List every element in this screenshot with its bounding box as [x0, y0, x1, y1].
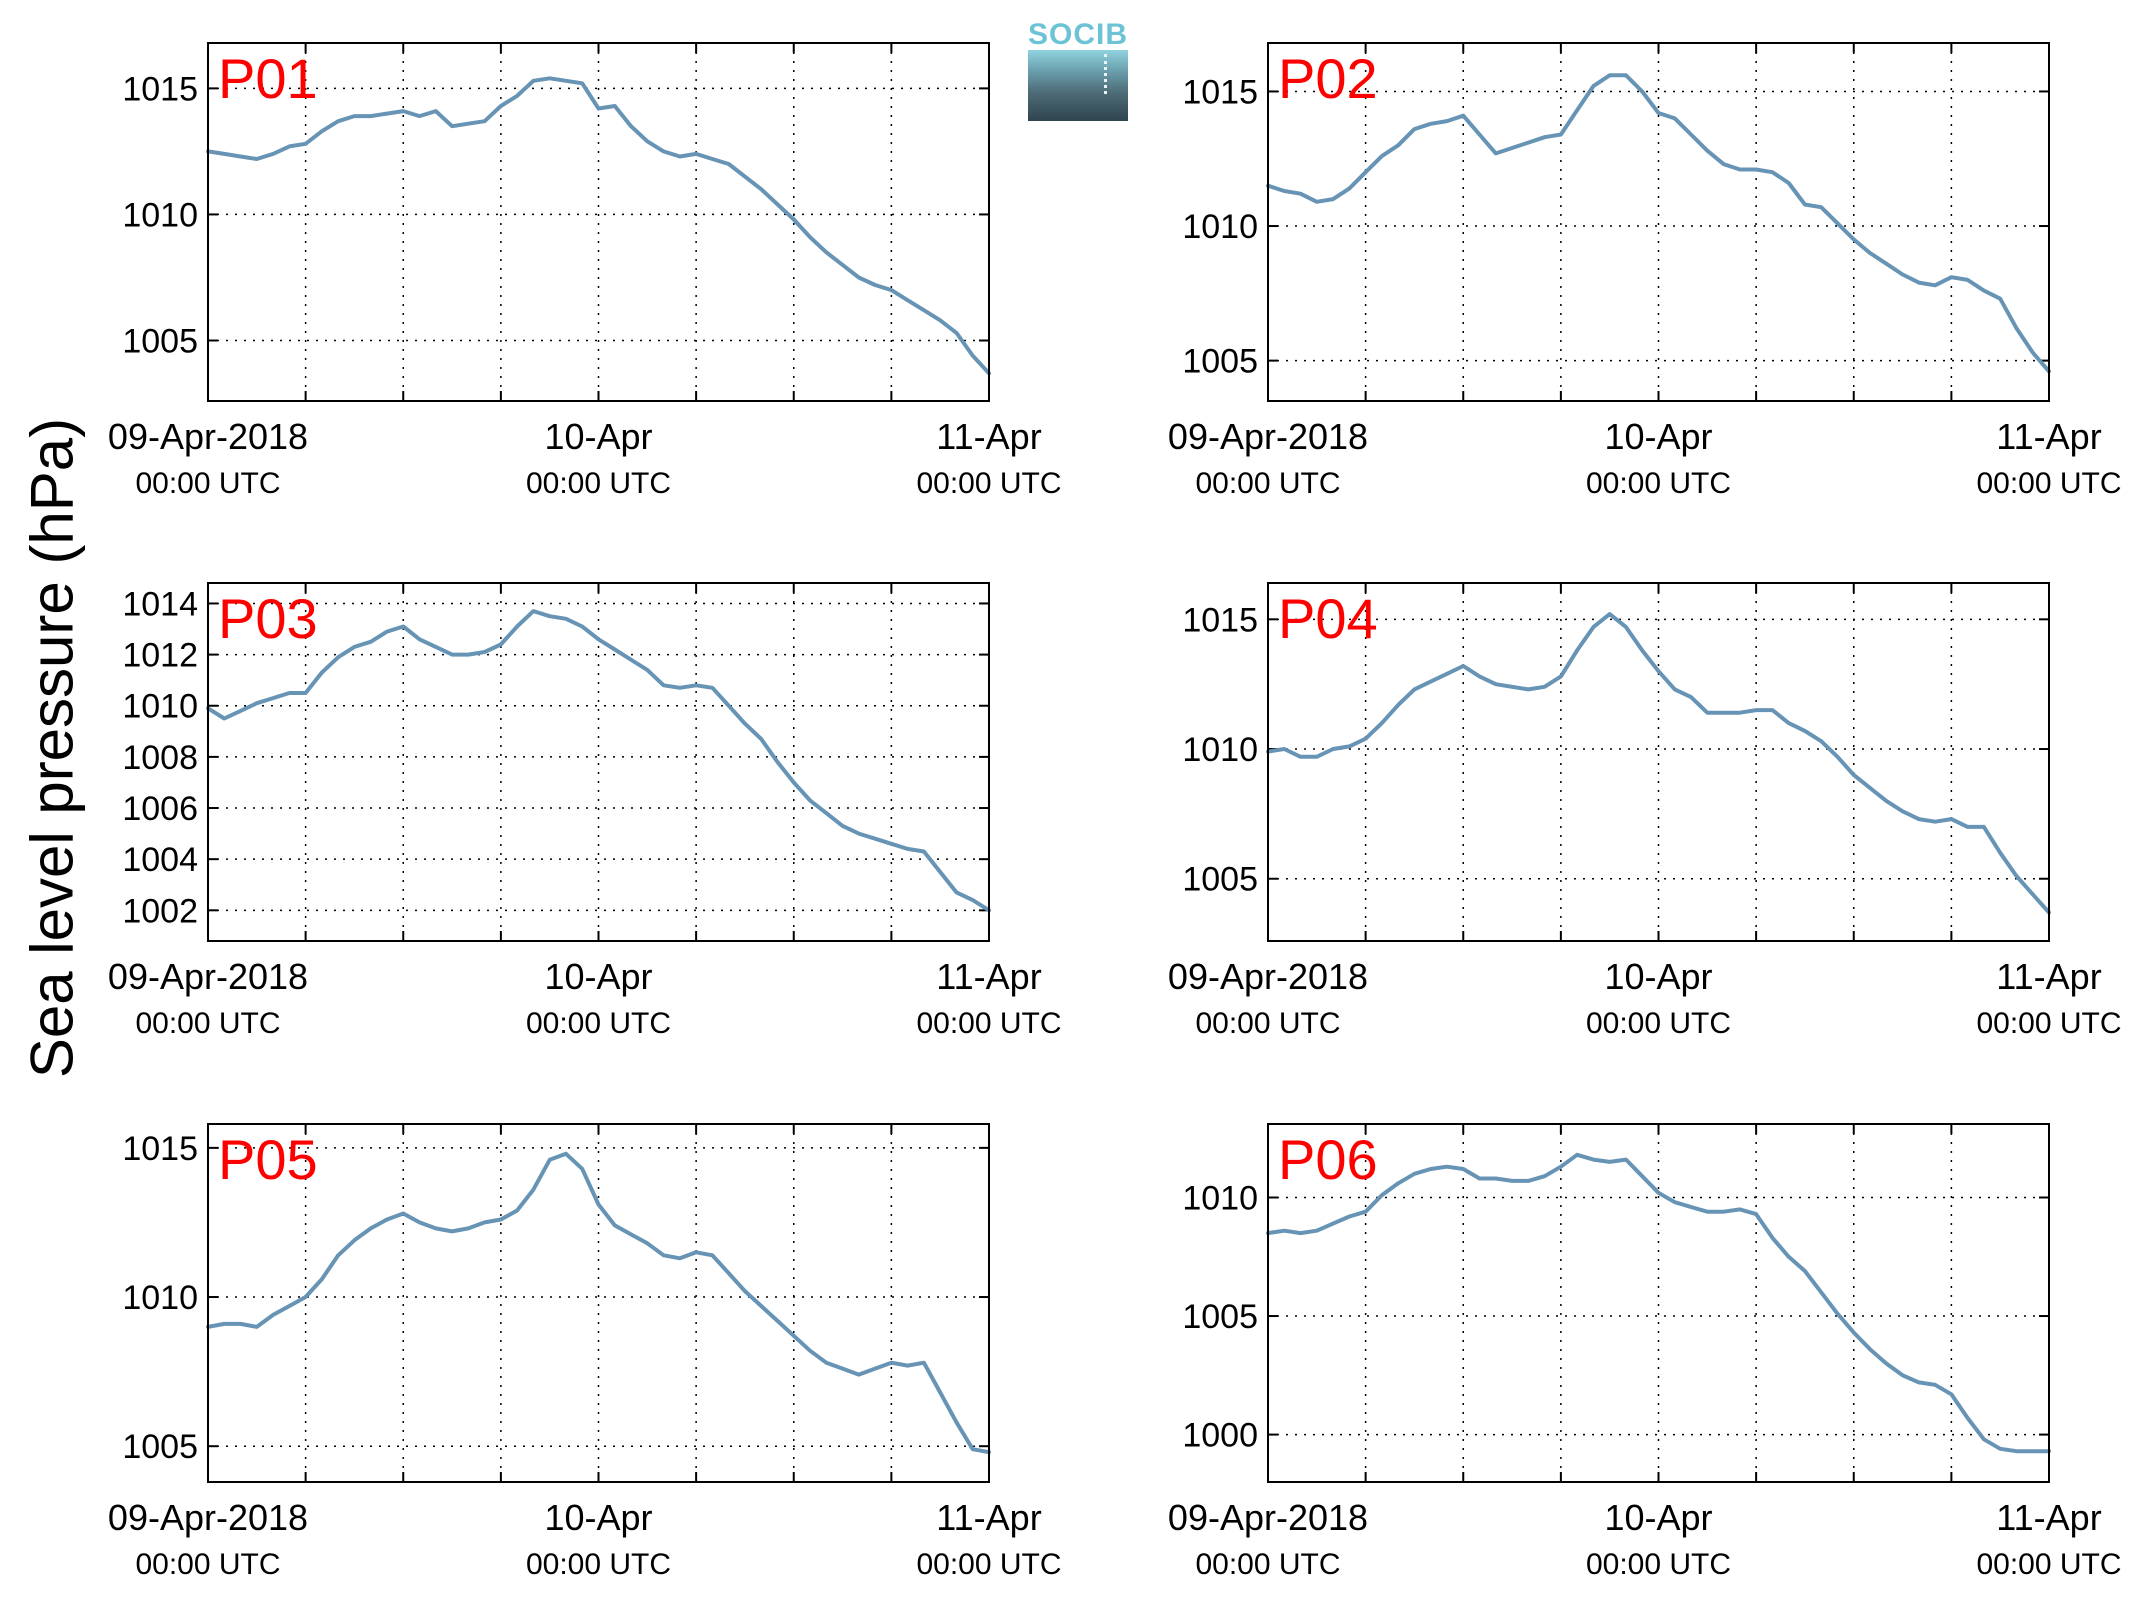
series-line — [1266, 73, 2051, 374]
x-tick-sublabel: 00:00 UTC — [1586, 1548, 1731, 1581]
y-tick-label: 1004 — [122, 841, 198, 879]
x-tick-sublabel: 00:00 UTC — [916, 1548, 1061, 1581]
socib-logo-text: SOCIB — [1028, 18, 1129, 51]
axes-frame — [207, 42, 990, 402]
x-tick-sublabel: 00:00 UTC — [916, 467, 1061, 500]
plot-area — [208, 583, 989, 941]
axes-frame — [207, 1123, 990, 1483]
x-tick-sublabel: 00:00 UTC — [1586, 467, 1731, 500]
x-tick-sublabel: 00:00 UTC — [1976, 1007, 2121, 1040]
y-tick-label: 1015 — [122, 1130, 198, 1168]
x-tick-sublabel: 00:00 UTC — [526, 1007, 671, 1040]
panel-p04: 1005 1010 1015 09-Apr-2018 00:00 UTC 10-Apr 00… — [1168, 582, 2122, 1040]
y-tick-label: 1015 — [1182, 601, 1258, 639]
station-label: P06 — [1278, 1128, 1378, 1191]
x-tick-label: 09-Apr-2018 — [1168, 1497, 1368, 1538]
x-tick-label: 09-Apr-2018 — [1168, 956, 1368, 997]
y-tick-label: 1010 — [122, 688, 198, 726]
plot-area — [1268, 583, 2049, 941]
y-tick-label: 1008 — [122, 739, 198, 777]
x-tick-label: 09-Apr-2018 — [108, 956, 308, 997]
socib-logo-dots — [1104, 54, 1107, 94]
y-tick-label: 1005 — [122, 1428, 198, 1466]
panel-p02: 1005 1010 1015 09-Apr-2018 00:00 UTC 10-Apr 00… — [1168, 42, 2122, 500]
panel-p03: 1002 1004 1006 1008 1010 1012 1014 09-Apr-2018 0… — [108, 582, 1062, 1040]
panel-p06: 1000 1005 1010 09-Apr-2018 00:00 UTC 10-Apr 00… — [1168, 1123, 2122, 1581]
y-tick-label: 1014 — [122, 585, 198, 623]
axes-frame — [1267, 42, 2050, 402]
shared-y-axis-label: Sea level pressure (hPa) — [18, 417, 86, 1079]
y-tick-label: 1010 — [122, 1279, 198, 1317]
panel-p01: 1005 1010 1015 09-Apr-2018 00:00 UTC 10-Apr 00… — [108, 42, 1062, 500]
station-label: P05 — [218, 1128, 318, 1191]
station-label: P01 — [218, 47, 318, 110]
axes-frame — [207, 582, 990, 942]
plot-area — [208, 43, 989, 401]
y-tick-label: 1010 — [1182, 1179, 1258, 1217]
x-tick-sublabel: 00:00 UTC — [135, 1007, 280, 1040]
x-tick-label: 10-Apr — [544, 1497, 652, 1538]
y-tick-label: 1000 — [1182, 1417, 1258, 1455]
x-tick-label: 11-Apr — [1996, 416, 2101, 457]
axes-frame — [1267, 582, 2050, 942]
y-tick-label: 1006 — [122, 790, 198, 828]
socib-logo: SOCIB — [1028, 20, 1128, 121]
station-label: P02 — [1278, 47, 1378, 110]
axes-frame — [1267, 1123, 2050, 1483]
x-tick-label: 10-Apr — [1604, 1497, 1712, 1538]
x-tick-label: 11-Apr — [936, 956, 1041, 997]
x-tick-label: 09-Apr-2018 — [108, 416, 308, 457]
x-tick-label: 10-Apr — [1604, 956, 1712, 997]
station-label: P04 — [1278, 587, 1378, 650]
x-tick-label: 10-Apr — [1604, 416, 1712, 457]
station-label: P03 — [218, 587, 318, 650]
x-tick-label: 10-Apr — [544, 956, 652, 997]
x-tick-label: 11-Apr — [1996, 956, 2101, 997]
x-tick-label: 11-Apr — [936, 1497, 1041, 1538]
series-line — [1266, 1152, 2051, 1454]
x-tick-sublabel: 00:00 UTC — [1195, 1548, 1340, 1581]
series-line — [206, 609, 991, 913]
x-tick-label: 10-Apr — [544, 416, 652, 457]
socib-logo-graphic — [1028, 50, 1128, 121]
x-tick-label: 09-Apr-2018 — [1168, 416, 1368, 457]
y-tick-label: 1005 — [1182, 1298, 1258, 1336]
plot-area — [1268, 43, 2049, 401]
series-line — [1266, 612, 2051, 915]
y-tick-label: 1005 — [122, 322, 198, 360]
x-tick-sublabel: 00:00 UTC — [526, 467, 671, 500]
x-tick-sublabel: 00:00 UTC — [916, 1007, 1061, 1040]
y-tick-label: 1010 — [122, 196, 198, 234]
plot-area — [1268, 1124, 2049, 1482]
series-line — [206, 1151, 991, 1455]
y-tick-label: 1010 — [1182, 208, 1258, 246]
x-tick-label: 11-Apr — [1996, 1497, 2101, 1538]
x-tick-sublabel: 00:00 UTC — [1195, 1007, 1340, 1040]
y-tick-label: 1010 — [1182, 731, 1258, 769]
x-tick-sublabel: 00:00 UTC — [135, 1548, 280, 1581]
x-tick-sublabel: 00:00 UTC — [1195, 467, 1340, 500]
y-tick-label: 1015 — [1182, 73, 1258, 111]
series-line — [206, 76, 991, 376]
x-tick-sublabel: 00:00 UTC — [1976, 467, 2121, 500]
x-tick-sublabel: 00:00 UTC — [1976, 1548, 2121, 1581]
plot-area — [208, 1124, 989, 1482]
y-tick-label: 1015 — [122, 70, 198, 108]
x-tick-sublabel: 00:00 UTC — [526, 1548, 671, 1581]
x-tick-label: 09-Apr-2018 — [108, 1497, 308, 1538]
y-tick-label: 1012 — [122, 637, 198, 675]
x-tick-label: 11-Apr — [936, 416, 1041, 457]
x-tick-sublabel: 00:00 UTC — [135, 467, 280, 500]
y-tick-label: 1005 — [1182, 861, 1258, 899]
x-tick-sublabel: 00:00 UTC — [1586, 1007, 1731, 1040]
y-tick-label: 1005 — [1182, 343, 1258, 381]
panel-p05: 1005 1010 1015 09-Apr-2018 00:00 UTC 10-Apr 00… — [108, 1123, 1062, 1581]
y-tick-label: 1002 — [122, 892, 198, 930]
